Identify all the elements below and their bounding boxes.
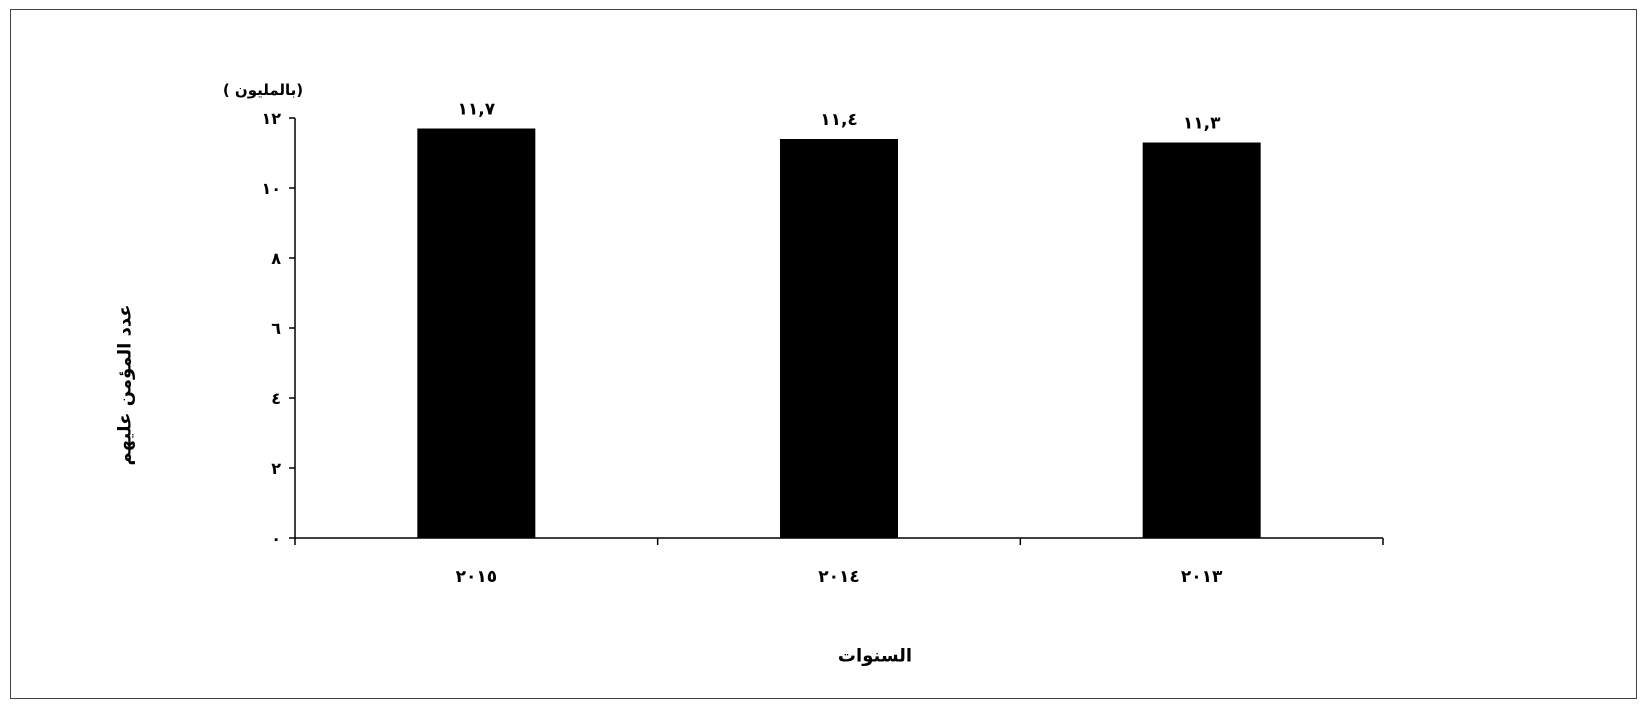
x-tick-label: ٢٠١٣ [1181,567,1223,587]
bar-value-label: ١١,٧ [458,100,496,120]
y-tick-label: ١٢ [261,109,281,128]
y-tick-label: ٦ [271,319,281,338]
y-tick-label: ١٠ [261,179,281,198]
y-tick-label: ٤ [271,389,281,408]
x-tick-label: ٢٠١٤ [818,567,860,587]
bar-value-label: ١١,٤ [820,110,858,130]
bar [1142,142,1261,538]
bar [780,139,898,538]
y-axis-title: عدد المؤمن عليهم [114,304,136,466]
x-axis-title: السنوات [837,645,913,667]
x-tick-label: ٢٠١٥ [456,567,498,587]
bar-value-label: ١١,٣ [1183,114,1221,134]
y-tick-label: ٠ [271,529,281,548]
y-axis-unit-label: (بالمليون ) [222,81,304,99]
bar [417,128,536,538]
y-tick-label: ٢ [271,459,281,478]
y-tick-label: ٨ [271,249,281,268]
